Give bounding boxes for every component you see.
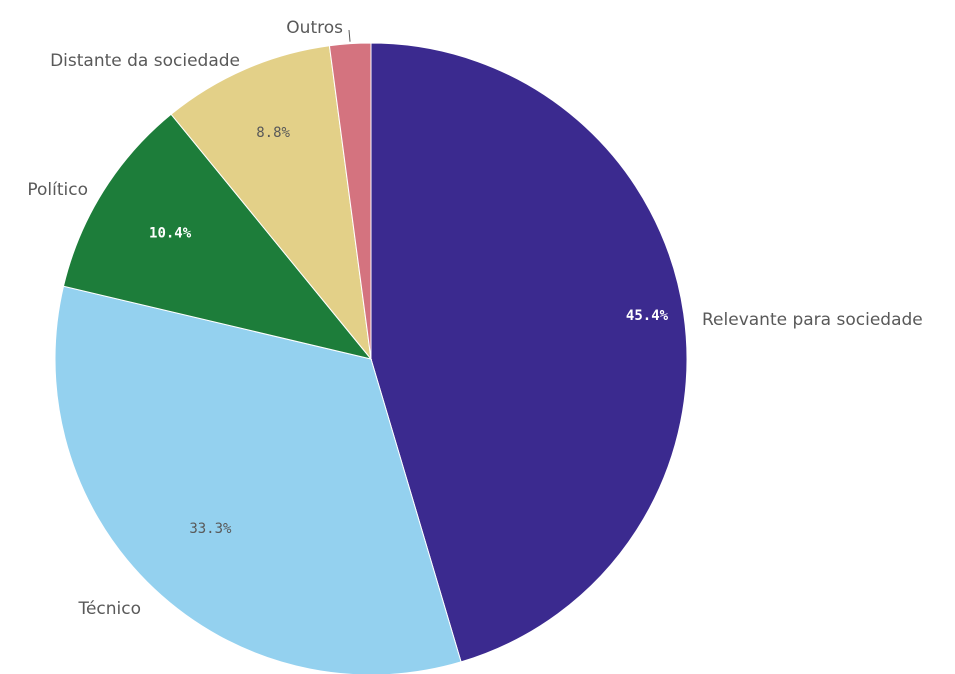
pie-slice-tecnico [54,285,462,674]
pie-slices [54,42,688,674]
pie-category-label: Técnico [77,599,141,619]
pie-category-label: Relevante para sociedade [702,310,923,330]
pie-value-label: 33.3% [189,521,232,537]
pie-value-label: 10.4% [149,225,192,241]
pie-slice-distante-da-sociedade [170,45,372,361]
pie-category-label: Outros [286,18,343,38]
pie-slice-outros [328,42,372,360]
pie-slice-politico [62,113,373,360]
pie-value-label: 45.4% [626,308,669,324]
pie-category-label: Distante da sociedade [50,51,240,71]
leader-line [348,29,351,42]
pie-value-label: 8.8% [256,125,290,141]
percentage-labels: 45.4% 33.3% 10.4% 8.8% [149,125,669,537]
pie-category-label: Político [27,180,88,200]
pie-slice-relevante-para-sociedade [370,42,688,663]
category-labels: Relevante para sociedade Técnico Político D… [27,18,922,619]
